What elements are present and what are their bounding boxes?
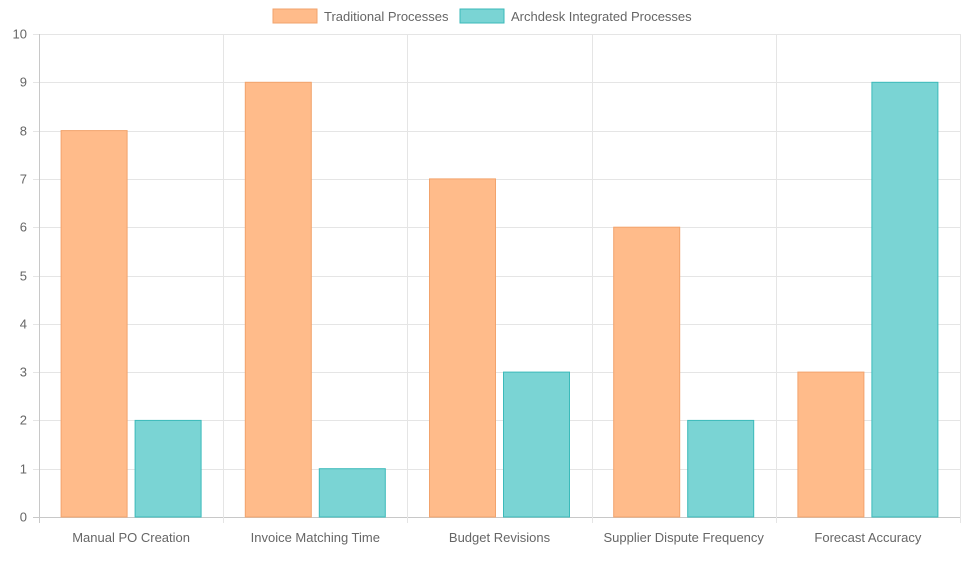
bar-traditional	[244, 81, 312, 518]
y-tick-label: 6	[20, 220, 27, 235]
legend-swatch-traditional	[272, 8, 318, 24]
y-tick-label: 5	[20, 269, 27, 284]
x-tick-label: Manual PO Creation	[72, 530, 190, 545]
bar-archdesk	[134, 419, 202, 518]
legend-item-traditional[interactable]: Traditional Processes	[272, 8, 449, 24]
y-tick-label: 4	[20, 317, 27, 332]
y-tick-label: 8	[20, 124, 27, 139]
bar-traditional	[613, 226, 681, 518]
bar-traditional	[797, 371, 865, 518]
y-tick-label: 7	[20, 172, 27, 187]
x-tick-label: Forecast Accuracy	[814, 530, 921, 545]
bars	[60, 81, 939, 518]
y-tick-label: 1	[20, 462, 27, 477]
y-tick-label: 0	[20, 510, 27, 525]
x-tick-label: Supplier Dispute Frequency	[603, 530, 764, 545]
bar-traditional	[60, 130, 128, 518]
legend: Traditional Processes Archdesk Integrate…	[272, 8, 692, 24]
y-tick-label: 10	[13, 27, 27, 42]
y-tick-label: 2	[20, 413, 27, 428]
bar-archdesk	[687, 419, 755, 518]
y-tick-label: 9	[20, 75, 27, 90]
x-tick-label: Invoice Matching Time	[251, 530, 380, 545]
bar-traditional	[429, 178, 496, 518]
gridlines	[33, 34, 961, 523]
legend-label-traditional: Traditional Processes	[324, 9, 449, 24]
legend-label-archdesk: Archdesk Integrated Processes	[511, 9, 692, 24]
bar-archdesk	[871, 81, 939, 518]
legend-swatch-archdesk	[459, 8, 505, 24]
bar-archdesk	[318, 468, 386, 518]
y-tick-label: 3	[20, 365, 27, 380]
axes: 0 1 2 3 4 5 6 7 8 9 10 Manual PO Creation Invoice Ma…	[13, 27, 922, 546]
x-tick-label: Budget Revisions	[449, 530, 551, 545]
legend-item-archdesk[interactable]: Archdesk Integrated Processes	[459, 8, 692, 24]
bar-archdesk	[503, 371, 570, 518]
